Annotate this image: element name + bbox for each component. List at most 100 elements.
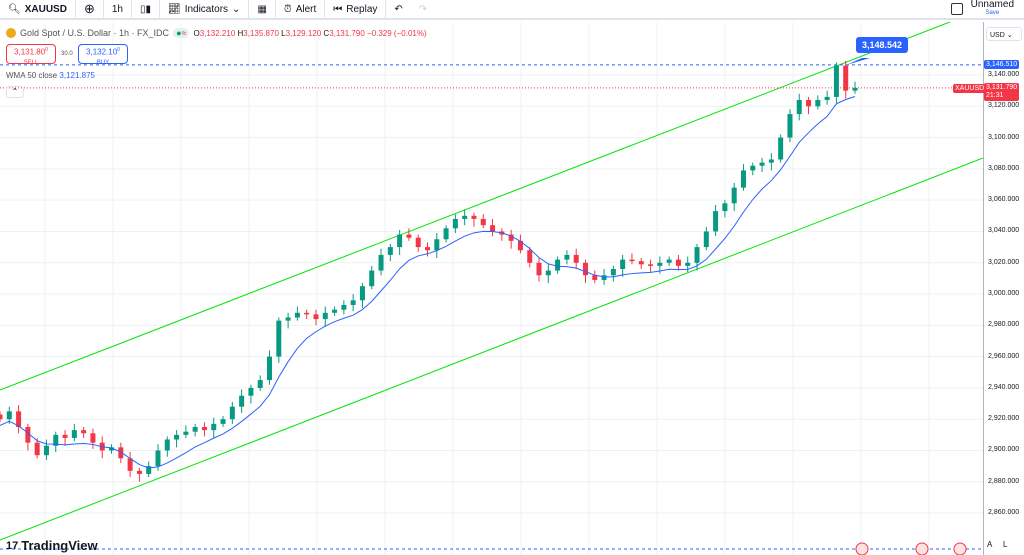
replay-button[interactable]: ⏮︎ Replay: [325, 0, 387, 19]
chart-type-button[interactable]: ▯▮: [132, 0, 160, 19]
last-symbol-tag: XAUUSD: [953, 84, 987, 93]
price-label: 3,080.000: [988, 164, 1020, 172]
price-label: 2,920.000: [988, 415, 1020, 423]
candle-body: [601, 275, 607, 280]
candle-body: [759, 162, 765, 166]
candle-body: [573, 254, 579, 263]
candle-body: [425, 247, 430, 251]
gold-coin-icon: [6, 28, 16, 38]
undo-button[interactable]: ↶: [386, 0, 410, 19]
candle-body: [731, 187, 737, 204]
price-label: 2,980.000: [988, 321, 1020, 329]
candle-body: [694, 247, 700, 263]
candle-body: [796, 100, 802, 115]
candle-body: [127, 458, 133, 471]
price-axis[interactable]: USD ⌄ 3,146.510 3,131.790 21:31 A L 3,140…: [983, 22, 1024, 555]
candle-body: [192, 427, 198, 432]
price-label: 2,900.000: [988, 446, 1020, 454]
currency-select[interactable]: USD ⌄: [986, 27, 1022, 41]
candle-body: [53, 434, 59, 446]
candle-body: [815, 100, 821, 107]
candle-body: [387, 247, 393, 255]
symbol-search[interactable]: 🔍︎ XAUUSD: [0, 0, 76, 19]
candle-body: [610, 268, 616, 276]
candle-body: [722, 203, 728, 212]
templates-button[interactable]: ▦: [249, 0, 276, 19]
candle-body: [276, 320, 282, 357]
candle-body: [211, 423, 217, 431]
candle-body: [490, 225, 496, 232]
candle-body: [564, 254, 570, 260]
candle-body: [109, 447, 115, 451]
candle-body: [294, 312, 300, 318]
candle-body: [778, 137, 784, 160]
candle-body: [43, 445, 49, 456]
candle-body: [341, 304, 347, 310]
grid-icon: ▦: [257, 3, 267, 15]
candle-body: [313, 314, 319, 320]
us-flag-event-icon: [953, 542, 967, 555]
layout-name[interactable]: Unnamed Save: [970, 0, 1014, 16]
indicators-button[interactable]: 📈︎ Indicators ⌄: [160, 0, 250, 19]
candle-body: [852, 87, 858, 91]
candle-body: [527, 250, 533, 263]
interval-button[interactable]: 1h: [104, 0, 132, 19]
plus-circle-icon: ⊕: [83, 1, 95, 16]
candle-body: [304, 312, 310, 315]
search-icon: 🔍︎: [8, 3, 21, 15]
candle-body: [118, 447, 124, 459]
candle-body: [833, 65, 839, 97]
auto-scale-button[interactable]: A: [987, 540, 993, 549]
candle-body: [740, 170, 746, 188]
candle-body: [378, 254, 384, 271]
candle-body: [620, 259, 626, 269]
log-scale-button[interactable]: L: [1003, 540, 1008, 549]
candle-body: [824, 96, 830, 101]
chevron-down-icon: ⌄: [232, 3, 241, 15]
candle-body: [174, 434, 180, 440]
alarm-icon: ⏰︎: [283, 3, 292, 15]
sell-button[interactable]: 3,131.800 SELL: [6, 44, 56, 66]
price-label: 3,140.000: [988, 71, 1020, 78]
candle-body: [397, 234, 403, 248]
candle-body: [675, 259, 681, 266]
candle-body: [480, 218, 486, 226]
candle-body: [322, 312, 328, 320]
candle-body: [648, 264, 654, 266]
compare-button[interactable]: ⊕: [76, 0, 104, 19]
candle-body: [843, 65, 849, 91]
high-callout: 3,148.542: [856, 37, 909, 53]
chart-pane[interactable]: [0, 22, 983, 555]
redo-button[interactable]: ↷: [411, 0, 435, 19]
candle-body: [71, 430, 77, 438]
candle-body: [81, 430, 87, 434]
candle-body: [257, 380, 263, 388]
candle-body: [155, 450, 161, 467]
collapse-legend-button[interactable]: ⌃: [6, 86, 24, 98]
candle-body: [685, 262, 691, 266]
layout-checkbox[interactable]: [950, 3, 963, 15]
channel-upper-line: [0, 22, 952, 391]
market-status-icon: ●≈: [173, 28, 190, 38]
price-label: 3,100.000: [988, 133, 1020, 141]
price-label: 3,120.000: [988, 102, 1020, 110]
chart-legend: Gold Spot / U.S. Dollar · 1h · FX_IDC ●≈…: [6, 28, 427, 38]
candle-body: [713, 211, 719, 232]
top-toolbar: 🔍︎ XAUUSD ⊕ 1h ▯▮ 📈︎ Indicators ⌄ ▦ ⏰︎ Alert…: [0, 0, 1024, 20]
candle-body: [555, 259, 561, 271]
price-label: 2,960.000: [988, 352, 1020, 360]
candle-body: [350, 300, 356, 305]
candle-body: [0, 414, 3, 420]
price-label: 3,000.000: [988, 290, 1020, 298]
price-label: 3,040.000: [988, 227, 1020, 235]
candle-body: [369, 270, 375, 287]
channel-lower-line: [0, 157, 983, 541]
candle-body: [285, 317, 291, 321]
candle-body: [415, 237, 421, 248]
buy-button[interactable]: 3,132.100 BUY: [78, 44, 128, 66]
candle-body: [25, 427, 31, 443]
candle-body: [545, 270, 551, 276]
alert-button[interactable]: ⏰︎ Alert: [276, 0, 326, 19]
price-label: 2,940.000: [988, 383, 1020, 391]
candle-body: [517, 240, 523, 251]
